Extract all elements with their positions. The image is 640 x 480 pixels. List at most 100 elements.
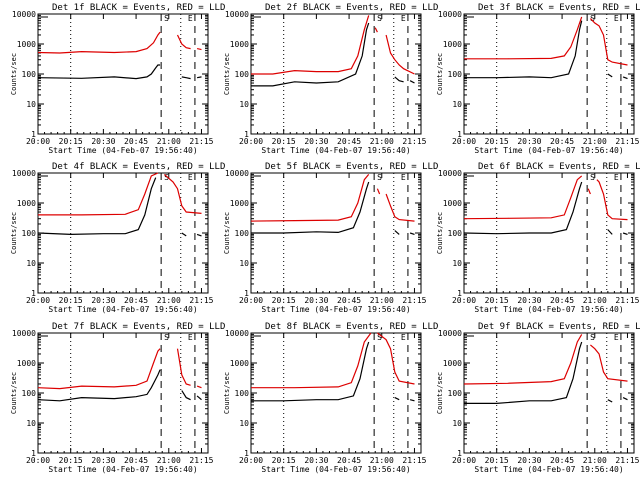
- events-series-line: [251, 181, 370, 234]
- x-tick-label: 20:15: [485, 137, 509, 146]
- x-tick-label: 20:00: [26, 137, 50, 146]
- y-tick-label: 100: [22, 229, 37, 238]
- y-tick-label: 1: [244, 130, 249, 139]
- y-tick-label: 10: [452, 419, 462, 428]
- panel-5: Det 5f BLACK = Events, RED = LLD 1 10 100 10…: [223, 162, 438, 314]
- y-tick-label: 1: [457, 130, 462, 139]
- y-tick-label: 1: [31, 289, 36, 298]
- panel-title: Det 8f BLACK = Events, RED = LLD: [265, 322, 438, 332]
- events-series-line: [394, 397, 400, 401]
- lld-series-line: [463, 334, 583, 385]
- events-series-line: [394, 230, 400, 235]
- x-tick-label: 21:00: [157, 137, 181, 146]
- lld-series-line: [251, 332, 372, 389]
- y-axis-label: Counts/sec: [223, 372, 231, 414]
- events-series-line: [181, 76, 191, 80]
- y-tick-label: 1: [31, 449, 36, 458]
- lld-series-line: [377, 332, 415, 385]
- x-tick-label: 21:00: [583, 456, 607, 465]
- events-series-line: [409, 80, 415, 84]
- events-series-line: [181, 390, 191, 401]
- y-tick-label: 10: [239, 100, 249, 109]
- y-tick-label: 1: [31, 130, 36, 139]
- events-series-line: [37, 369, 161, 402]
- y-axis-label: Counts/sec: [223, 212, 231, 254]
- x-axis-label: Start Time (04-Feb-07 19:56:40): [261, 305, 410, 314]
- x-tick-label: 20:45: [337, 137, 361, 146]
- panel-title: Det 6f BLACK = Events, RED = LLD: [478, 162, 640, 172]
- y-axis-label: Counts/sec: [436, 53, 444, 95]
- end-marker: E: [614, 333, 619, 342]
- y-tick-label: 10000: [438, 329, 462, 338]
- y-tick-label: 10: [452, 100, 462, 109]
- x-tick-label: 21:00: [157, 456, 181, 465]
- panel-title: Det 5f BLACK = Events, RED = LLD: [265, 162, 438, 172]
- lld-series-line: [37, 31, 161, 54]
- panel-6: Det 6f BLACK = Events, RED = LLD 1 10 100 10…: [436, 162, 640, 314]
- plot-frame: [37, 332, 209, 454]
- y-tick-label: 10000: [12, 169, 36, 178]
- events-series-line: [464, 341, 583, 404]
- lld-series-line: [464, 16, 583, 60]
- x-tick-label: 21:15: [615, 137, 639, 146]
- x-tick-label: 20:30: [91, 456, 115, 465]
- end-marker: E: [188, 173, 193, 182]
- lld-series-line: [596, 179, 628, 221]
- x-tick-label: 20:00: [452, 296, 476, 305]
- y-tick-label: 1000: [230, 359, 249, 368]
- lld-series-line: [164, 173, 202, 214]
- start-marker: S: [164, 173, 169, 182]
- x-tick-label: 20:30: [304, 296, 328, 305]
- x-tick-label: 20:45: [550, 296, 574, 305]
- y-tick-label: 1: [457, 289, 462, 298]
- x-tick-label: 20:15: [59, 456, 83, 465]
- events-series-line: [607, 399, 613, 403]
- end-marker: E: [188, 333, 193, 342]
- x-tick-label: 20:15: [59, 137, 83, 146]
- x-tick-label: 20:45: [124, 137, 148, 146]
- x-tick-label: 20:15: [59, 296, 83, 305]
- y-axis-label: Counts/sec: [436, 212, 444, 254]
- y-tick-label: 10000: [225, 10, 249, 19]
- x-axis-label: Start Time (04-Feb-07 19:56:40): [474, 146, 623, 155]
- x-tick-label: 20:15: [485, 296, 509, 305]
- x-axis-label: Start Time (04-Feb-07 19:56:40): [261, 465, 410, 474]
- x-axis-label: Start Time (04-Feb-07 19:56:40): [261, 146, 410, 155]
- x-tick-label: 21:15: [402, 296, 426, 305]
- events-series-line: [394, 76, 404, 83]
- y-tick-label: 100: [22, 70, 37, 79]
- start-marker: S: [164, 333, 169, 342]
- x-tick-label: 21:15: [189, 296, 213, 305]
- events-series-line: [409, 399, 415, 402]
- x-tick-label: 20:30: [517, 296, 541, 305]
- lld-series-line: [463, 175, 583, 220]
- y-tick-label: 100: [448, 229, 463, 238]
- lld-series-line: [176, 348, 191, 386]
- lld-series-line: [376, 188, 381, 195]
- start-marker: S: [377, 14, 382, 23]
- panel-title: Det 2f BLACK = Events, RED = LLD: [265, 3, 438, 13]
- plot-frame: [250, 332, 422, 454]
- lld-series-line: [385, 193, 415, 222]
- events-series-line: [196, 233, 202, 237]
- lld-series-line: [196, 48, 202, 51]
- end-marker: E: [401, 14, 406, 23]
- y-tick-label: 1000: [17, 359, 36, 368]
- x-tick-label: 21:15: [615, 456, 639, 465]
- y-axis-label: Counts/sec: [10, 53, 18, 95]
- lld-series-line: [176, 34, 191, 50]
- x-tick-label: 20:45: [124, 296, 148, 305]
- y-tick-label: 10000: [225, 329, 249, 338]
- y-tick-label: 100: [448, 389, 463, 398]
- panel-2: Det 2f BLACK = Events, RED = LLD 1 10 100 10…: [223, 3, 438, 155]
- y-tick-label: 1000: [17, 199, 36, 208]
- events-series-line: [409, 232, 415, 235]
- panel-title: Det 4f BLACK = Events, RED = LLD: [52, 162, 225, 172]
- events-series-line: [622, 397, 628, 401]
- end-marker: E: [188, 14, 193, 23]
- x-tick-label: 20:30: [517, 456, 541, 465]
- y-tick-label: 100: [448, 70, 463, 79]
- panel-9: Det 9f BLACK = Events, RED = LLD 1 10 100 10…: [436, 322, 640, 474]
- x-tick-label: 21:15: [189, 456, 213, 465]
- x-tick-label: 20:15: [485, 456, 509, 465]
